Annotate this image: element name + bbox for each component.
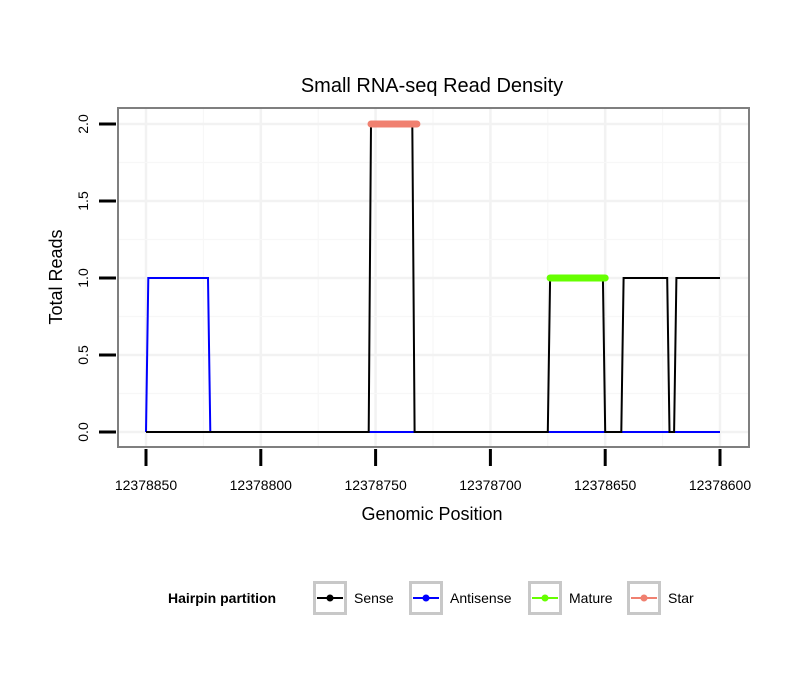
- legend-label: Antisense: [450, 590, 512, 606]
- series-antisense-line: [145, 277, 720, 433]
- chart-title: Small RNA-seq Read Density: [301, 75, 563, 97]
- plot-panel-border: [117, 107, 750, 448]
- y-tick-label: 0.0: [75, 422, 91, 442]
- y-tick-label: 1.0: [75, 268, 91, 288]
- legend-key-point: [541, 594, 549, 602]
- legend-label: Star: [668, 590, 694, 606]
- legend: Hairpin partition Sense Antisense Mature Sta…: [168, 581, 694, 615]
- legend-item-sense: Sense: [313, 581, 394, 615]
- x-tick-label: 12378750: [344, 477, 407, 493]
- x-tick-label: 12378600: [689, 477, 752, 493]
- y-tick-label: 2.0: [75, 114, 91, 134]
- legend-label: Mature: [569, 590, 613, 606]
- y-tick-label: 0.5: [75, 345, 91, 365]
- x-axis-label: Genomic Position: [361, 504, 502, 524]
- x-tick-label: 12378700: [459, 477, 522, 493]
- legend-item-mature: Mature: [528, 581, 613, 615]
- y-tick-label: 1.5: [75, 191, 91, 211]
- legend-title: Hairpin partition: [168, 590, 276, 606]
- legend-key-point: [640, 594, 648, 602]
- legend-key-point: [422, 594, 430, 602]
- legend-item-star: Star: [627, 581, 694, 615]
- x-tick-label: 12378850: [115, 477, 178, 493]
- legend-label: Sense: [354, 590, 394, 606]
- x-axis: 12378850 12378800 12378750 12378700 12378650…: [115, 449, 752, 493]
- legend-key-point: [326, 594, 334, 602]
- x-tick-label: 12378650: [574, 477, 637, 493]
- legend-item-antisense: Antisense: [409, 581, 512, 615]
- y-axis-label: Total Reads: [46, 229, 66, 324]
- y-axis: 0.0 0.5 1.0 1.5 2.0: [75, 114, 116, 442]
- data-series: [145, 120, 720, 433]
- x-tick-label: 12378800: [230, 477, 293, 493]
